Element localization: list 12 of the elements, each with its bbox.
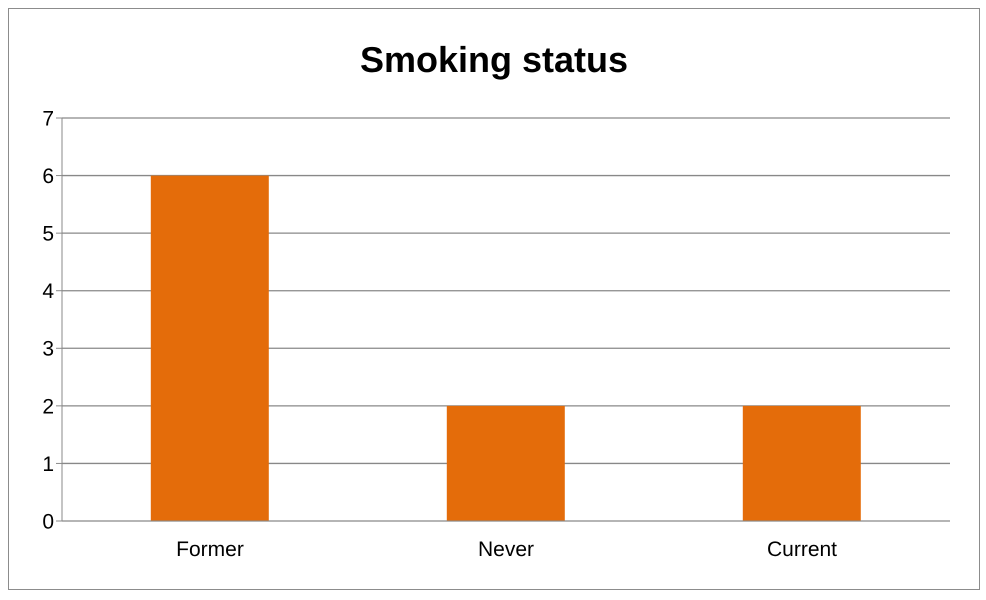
y-tick-label: 5 [42, 222, 54, 246]
y-tick-label: 3 [42, 338, 54, 361]
y-tick-label: 2 [42, 395, 54, 418]
x-tick-label: Never [478, 538, 534, 561]
chart-title: Smoking status [358, 39, 630, 81]
x-tick-label: Former [176, 538, 244, 561]
y-tick-label: 4 [42, 280, 54, 304]
x-tick-label: Current [766, 538, 838, 561]
y-tick-label: 0 [42, 510, 54, 534]
y-tick-label: 1 [42, 452, 54, 476]
y-tick-label: 6 [42, 165, 54, 188]
y-tick-label: 7 [42, 107, 54, 130]
